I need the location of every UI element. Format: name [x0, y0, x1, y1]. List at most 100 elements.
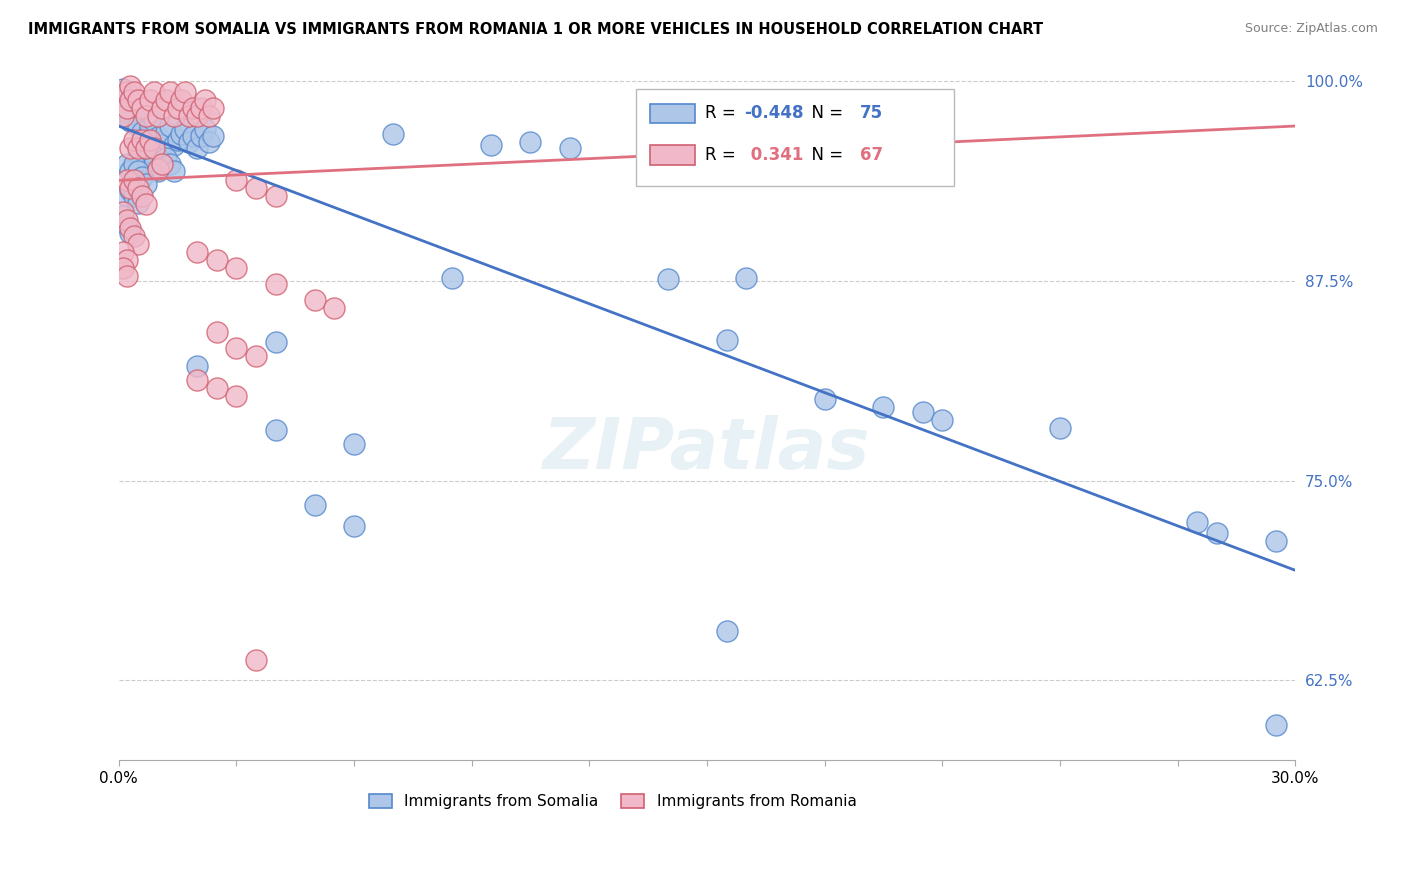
Point — [131, 102, 153, 116]
Point — [174, 122, 197, 136]
Point — [166, 102, 188, 116]
Point — [735, 270, 758, 285]
Point — [127, 119, 149, 133]
Point — [124, 173, 146, 187]
Point — [120, 221, 142, 235]
Point — [150, 102, 173, 116]
Point — [111, 98, 134, 112]
Point — [304, 293, 326, 308]
Point — [441, 270, 464, 285]
Point — [115, 269, 138, 284]
Point — [124, 86, 146, 100]
Point — [179, 110, 201, 124]
Point — [225, 261, 247, 276]
Point — [382, 127, 405, 141]
Point — [198, 135, 221, 149]
Point — [124, 189, 146, 203]
Point — [115, 218, 138, 232]
Point — [127, 163, 149, 178]
Point — [181, 102, 204, 116]
Point — [201, 102, 224, 116]
Point — [135, 130, 157, 145]
Point — [111, 205, 134, 219]
FancyBboxPatch shape — [651, 103, 695, 123]
Point — [198, 110, 221, 124]
Point — [264, 334, 287, 349]
Point — [179, 135, 201, 149]
Point — [120, 79, 142, 94]
Point — [194, 94, 217, 108]
Point — [264, 277, 287, 292]
Point — [124, 133, 146, 147]
Point — [135, 197, 157, 211]
Point — [205, 381, 228, 395]
Point — [115, 90, 138, 104]
Text: 75: 75 — [860, 104, 883, 122]
Point — [1049, 421, 1071, 435]
Point — [111, 261, 134, 276]
Point — [127, 181, 149, 195]
Point — [245, 349, 267, 363]
Point — [194, 122, 217, 136]
Point — [201, 128, 224, 143]
Point — [135, 141, 157, 155]
Point — [155, 94, 177, 108]
Text: N =: N = — [801, 104, 848, 122]
Point — [139, 133, 162, 147]
Text: 0.341: 0.341 — [745, 146, 803, 164]
Point — [115, 102, 138, 116]
Point — [135, 177, 157, 191]
Point — [186, 110, 208, 124]
Point — [115, 86, 138, 100]
Point — [1264, 534, 1286, 549]
Text: ZIPatlas: ZIPatlas — [543, 415, 870, 483]
Point — [1205, 526, 1227, 541]
Point — [139, 119, 162, 133]
Point — [205, 253, 228, 268]
Point — [343, 437, 366, 451]
Point — [931, 413, 953, 427]
Point — [150, 157, 173, 171]
Text: -0.448: -0.448 — [745, 104, 804, 122]
Point — [304, 498, 326, 512]
Point — [186, 373, 208, 387]
Point — [245, 653, 267, 667]
Point — [127, 237, 149, 252]
Point — [225, 173, 247, 187]
Point — [111, 209, 134, 223]
Point — [131, 125, 153, 139]
Point — [911, 405, 934, 419]
Point — [131, 157, 153, 171]
Point — [155, 125, 177, 139]
Point — [131, 133, 153, 147]
Point — [162, 110, 184, 124]
Point — [111, 82, 134, 96]
Point — [872, 401, 894, 415]
Text: Source: ZipAtlas.com: Source: ZipAtlas.com — [1244, 22, 1378, 36]
Point — [323, 301, 346, 316]
Point — [245, 181, 267, 195]
Point — [143, 86, 166, 100]
Point — [127, 195, 149, 210]
Text: 67: 67 — [860, 146, 883, 164]
Point — [150, 157, 173, 171]
Point — [120, 226, 142, 240]
Point — [124, 157, 146, 171]
Point — [343, 518, 366, 533]
Point — [155, 151, 177, 165]
Point — [115, 157, 138, 171]
Point — [115, 253, 138, 268]
Point — [127, 141, 149, 155]
Point — [127, 151, 149, 165]
Point — [159, 157, 181, 171]
Point — [143, 114, 166, 128]
Point — [166, 133, 188, 147]
Point — [115, 189, 138, 203]
Point — [120, 183, 142, 197]
Point — [716, 624, 738, 638]
Point — [120, 163, 142, 178]
Point — [162, 138, 184, 153]
Point — [225, 389, 247, 403]
Point — [124, 229, 146, 244]
Point — [190, 128, 212, 143]
